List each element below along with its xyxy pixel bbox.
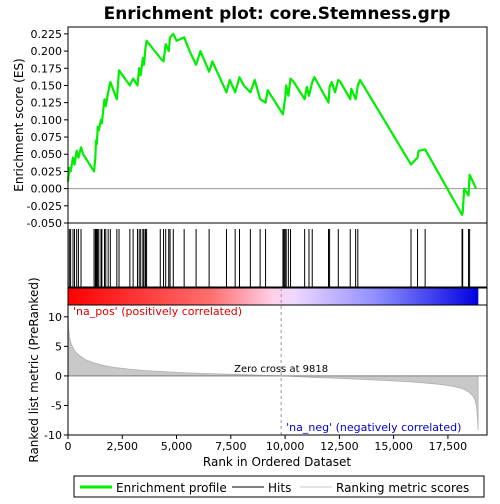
x-tick-label: 12,500 [320, 440, 359, 453]
legend-box [73, 475, 485, 498]
es-ytick-label: -0.025 [27, 200, 62, 213]
metric-axis-label: Ranked list metric (PreRanked) [27, 277, 41, 462]
es-panel: -0.050 -0.025 0.000 0.025 0.050 0.075 0.100 0.1… [27, 26, 488, 288]
es-ytick-label: -0.050 [27, 217, 62, 230]
neg-correlated-label: 'na_neg' (negatively correlated) [286, 421, 461, 434]
legend-label-enrichment: Enrichment profile [116, 481, 227, 495]
pos-correlated-label: 'na_pos' (positively correlated) [73, 305, 242, 318]
chart-title: Enrichment plot: core.Stemness.grp [104, 4, 451, 24]
es-ytick-label: 0.225 [31, 28, 63, 41]
metric-ytick-label: 5 [55, 340, 62, 353]
x-tick-label: 10,000 [266, 440, 305, 453]
enrichment-profile-line [66, 32, 478, 216]
es-ytick-label: 0.150 [31, 79, 63, 92]
es-ytick-label: 0.025 [31, 165, 63, 178]
metric-ytick-label: 0 [55, 370, 62, 383]
legend-label-metric: Ranking metric scores [336, 481, 469, 495]
es-ytick-label: 0.175 [31, 62, 63, 75]
es-axis-label: Enrichment score (ES) [12, 58, 26, 191]
x-tick-label: 17,500 [429, 440, 468, 453]
es-ytick-label: 0.050 [31, 148, 63, 161]
metric-ytick-label: -5 [51, 399, 62, 412]
es-ytick-label: 0.125 [31, 97, 63, 110]
legend: Enrichment profile Hits Ranking metric s… [73, 475, 485, 498]
metric-ytick-label: 10 [48, 311, 62, 324]
x-tick-label: 0 [65, 440, 72, 453]
legend-label-hits: Hits [268, 481, 291, 495]
es-ytick-label: 0.200 [31, 45, 63, 58]
es-ytick-label: 0.100 [31, 114, 63, 127]
metric-ytick-label: -10 [44, 429, 62, 442]
x-axis-label: Rank in Ordered Dataset [203, 455, 351, 469]
rank-color-bar [67, 287, 488, 306]
metric-panel: Zero cross at 9818 'na_pos' (positively c… [44, 288, 488, 453]
x-tick-label: 5,000 [161, 440, 193, 453]
x-tick-label: 7,500 [215, 440, 247, 453]
es-ytick-label: 0.000 [31, 183, 63, 196]
metric-frame [67, 304, 488, 436]
x-tick-label: 2,500 [107, 440, 139, 453]
es-plot-area [68, 27, 487, 287]
x-tick-label: 15,000 [374, 440, 413, 453]
es-frame [67, 26, 488, 288]
es-ytick-label: 0.075 [31, 131, 63, 144]
rank-gradient [68, 288, 479, 305]
zero-cross-label: Zero cross at 9818 [234, 364, 328, 375]
